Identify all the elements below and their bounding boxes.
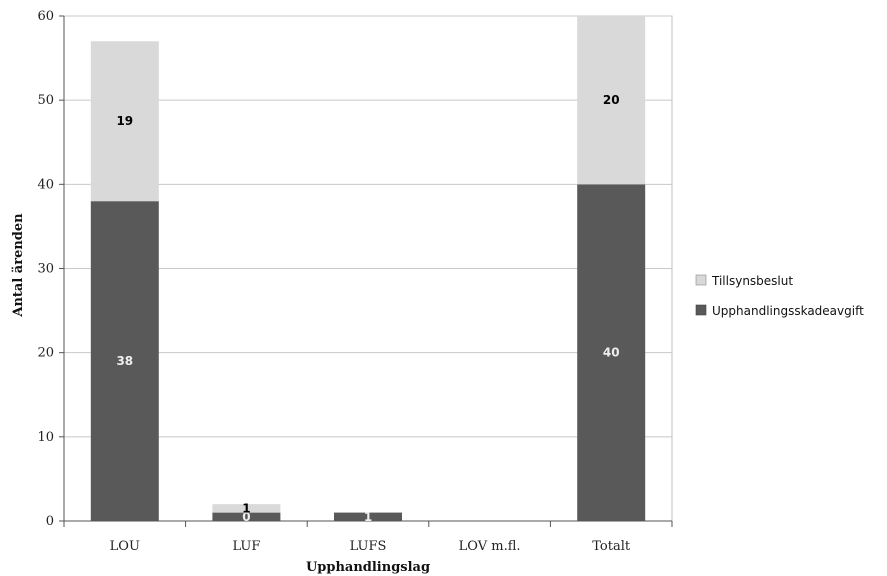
x-tick-label: LOU xyxy=(110,539,140,554)
data-label: 1 xyxy=(242,501,250,515)
bar-upphandlingsskadeavgift xyxy=(212,512,281,521)
bar-upphandlingsskadeavgift xyxy=(334,512,402,521)
legend-swatch-upphandlingsskadeavgift xyxy=(695,304,707,316)
legend-label-upphandlingsskadeavgift: Upphandlingsskadeavgift xyxy=(712,304,864,318)
y-tick-label: 40 xyxy=(37,177,54,192)
data-label: 20 xyxy=(603,93,620,107)
data-label: 40 xyxy=(603,346,620,360)
bar-tillsynsbeslut xyxy=(212,504,281,513)
y-tick-label: 60 xyxy=(37,9,54,24)
y-tick-label: 20 xyxy=(37,346,54,361)
y-tick-label: 0 xyxy=(46,514,54,529)
legend-label-tillsynsbeslut: Tillsynsbeslut xyxy=(711,274,793,288)
y-tick-label: 30 xyxy=(37,262,54,277)
bar-tillsynsbeslut xyxy=(90,41,159,202)
data-label: 38 xyxy=(116,354,133,368)
x-tick-label: Totalt xyxy=(592,539,631,554)
legend-swatch-tillsynsbeslut xyxy=(695,274,707,286)
axes xyxy=(59,15,673,527)
y-axis-title: Antal ärenden xyxy=(11,213,26,318)
x-tick-label: LOV m.fl. xyxy=(459,539,521,554)
y-tick-label: 50 xyxy=(37,93,54,108)
x-tick-label: LUF xyxy=(232,539,260,554)
bar-upphandlingsskadeavgift xyxy=(90,201,159,521)
bars xyxy=(90,16,646,522)
bar-tillsynsbeslut xyxy=(577,16,646,185)
y-tick-label: 10 xyxy=(37,430,54,445)
x-tick-label: LUFS xyxy=(350,539,387,554)
data-label: 0 xyxy=(242,510,250,524)
data-label: 19 xyxy=(116,114,133,128)
legend: Tillsynsbeslut Upphandlingsskadeavgift xyxy=(695,274,864,318)
data-label: 1 xyxy=(364,510,372,524)
x-axis-title: Upphandlingslag xyxy=(306,560,430,575)
bar-upphandlingsskadeavgift xyxy=(577,184,646,522)
